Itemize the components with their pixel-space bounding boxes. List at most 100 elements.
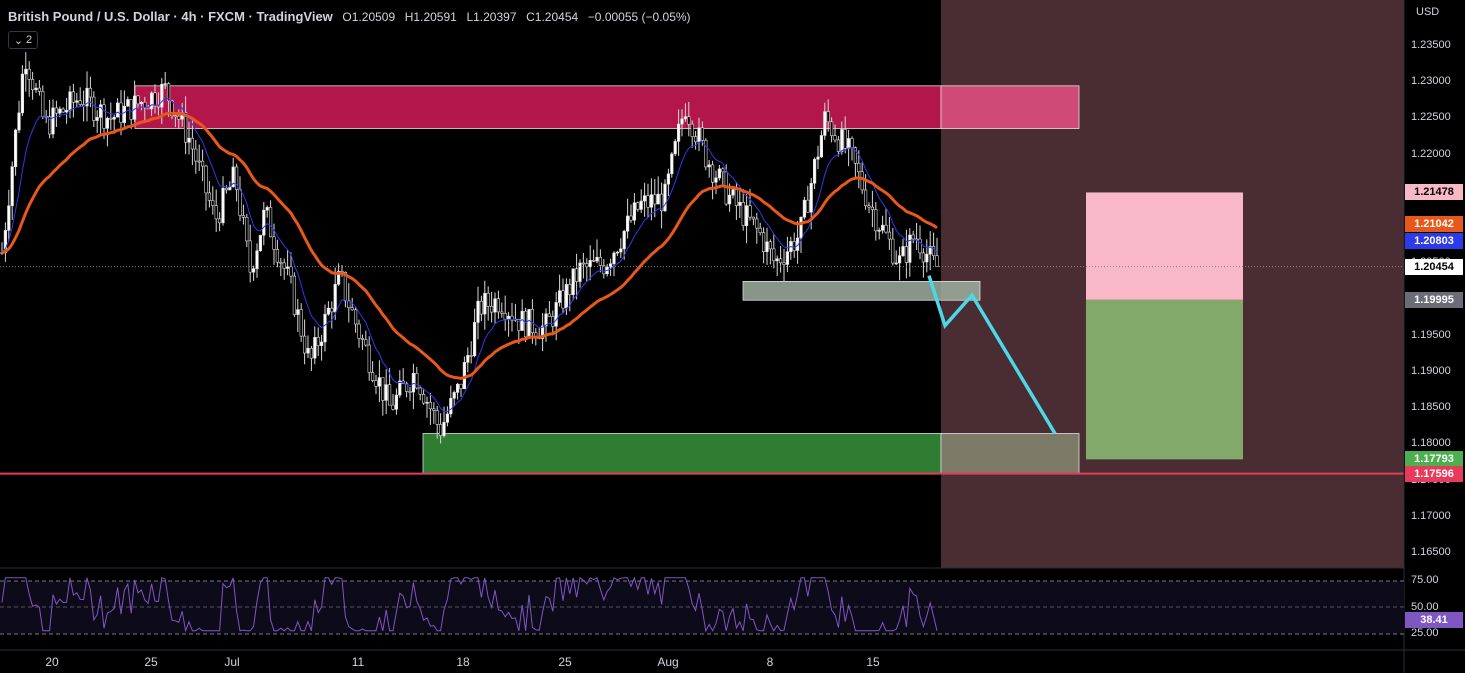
price-tag: 1.20803 (1405, 233, 1463, 250)
candle-body (819, 135, 823, 158)
candle-body (483, 292, 487, 315)
candle-body (646, 195, 650, 208)
demand-zone[interactable] (422, 433, 942, 475)
price-tag: 1.19995 (1405, 291, 1463, 308)
candle-body (588, 260, 592, 268)
candle-body (802, 199, 806, 218)
candle-body (27, 68, 31, 80)
candle-body (639, 200, 643, 210)
candle-body (455, 383, 460, 393)
forecast-path-line[interactable] (927, 275, 1057, 435)
candle-body (289, 266, 293, 277)
candle-body (636, 202, 640, 210)
time-tick-label: 15 (866, 655, 880, 669)
currency-label[interactable]: USD (1416, 6, 1440, 18)
symbol-title[interactable]: British Pound / U.S. Dollar · 4h · FXCM … (8, 9, 333, 24)
candle-body (479, 300, 484, 315)
candle-body (207, 192, 212, 201)
candle-body (326, 307, 331, 315)
candle-body (296, 309, 300, 315)
candle-body (347, 300, 351, 309)
rsi-tick-label: 25.00 (1411, 627, 1439, 639)
candle-body (683, 116, 687, 120)
indicators-toggle-button[interactable]: ⌄ 2 (8, 31, 38, 49)
candle-body (551, 316, 555, 327)
candle-body (282, 262, 286, 269)
candle-body (744, 205, 749, 226)
take-profit-box[interactable] (1086, 299, 1243, 460)
candle-body (126, 99, 130, 107)
candle-body (557, 290, 562, 303)
candle-body (877, 230, 881, 232)
candle-body (857, 162, 861, 173)
candle-body (632, 202, 636, 221)
time-tick-label: Jul (224, 655, 240, 669)
candle-body (302, 335, 307, 354)
candle-body (442, 422, 446, 436)
rsi-tick-label: 75.00 (1411, 574, 1439, 586)
candle-body (585, 263, 589, 268)
candle-body (894, 262, 898, 265)
candle-body (785, 251, 789, 265)
price-tag: 1.17596 (1405, 465, 1463, 482)
price-tag: 1.21478 (1405, 184, 1463, 201)
ema-fast-line (1, 97, 938, 413)
candle-body (673, 141, 677, 155)
candle-body (656, 193, 660, 205)
candle-body (75, 100, 79, 103)
candle-body (177, 115, 181, 120)
demand-zone-extension[interactable] (940, 433, 1080, 475)
supply-zone-extension[interactable] (940, 85, 1080, 129)
candle-body (133, 95, 137, 120)
candle-body (316, 337, 320, 346)
candle-body (235, 166, 239, 190)
candle-body (687, 116, 691, 125)
candle-body (799, 216, 803, 239)
ema-slow-line (1, 111, 938, 380)
price-tick-label: 1.22000 (1411, 147, 1451, 160)
candle-body (415, 373, 419, 389)
candle-body (105, 117, 109, 129)
candle-body (690, 123, 694, 137)
candle-body (568, 284, 572, 295)
candle-body (65, 110, 69, 113)
candle-body (540, 325, 545, 339)
supply-zone[interactable] (134, 85, 942, 129)
candle-body (792, 241, 796, 251)
candle-body (167, 83, 171, 102)
candle-body (887, 231, 891, 240)
candle-body (153, 92, 157, 107)
candle-body (710, 164, 715, 183)
chevron-down-icon: ⌄ (13, 34, 24, 47)
time-tick-label: 25 (144, 655, 158, 669)
candle-body (496, 298, 501, 313)
candle-body (622, 230, 626, 250)
candle-body (10, 166, 14, 207)
candle-body (30, 79, 35, 91)
candle-body (224, 187, 229, 191)
candle-body (775, 258, 779, 262)
candle-body (299, 309, 303, 337)
price-tag: 1.20454 (1405, 258, 1463, 275)
price-tick-label: 1.18500 (1411, 401, 1451, 414)
candle-body (99, 104, 103, 118)
support-zone-small[interactable] (742, 280, 981, 301)
candle-body (860, 171, 864, 191)
candle-body (187, 137, 191, 143)
candle-body (122, 105, 126, 123)
stop-loss-box[interactable] (1086, 192, 1243, 300)
candle-body (170, 100, 174, 117)
candle-body (160, 83, 164, 108)
candle-body (489, 305, 494, 313)
candle-body (653, 194, 657, 205)
ohlc-close: C1.20454 (526, 10, 579, 24)
candle-body (313, 337, 317, 359)
candle-body (850, 138, 854, 148)
candle-body (466, 355, 470, 363)
candle-body (265, 207, 269, 211)
candle-body (809, 182, 813, 213)
candle-body (619, 248, 623, 253)
candle-body (201, 160, 205, 167)
candle-body (486, 292, 490, 307)
